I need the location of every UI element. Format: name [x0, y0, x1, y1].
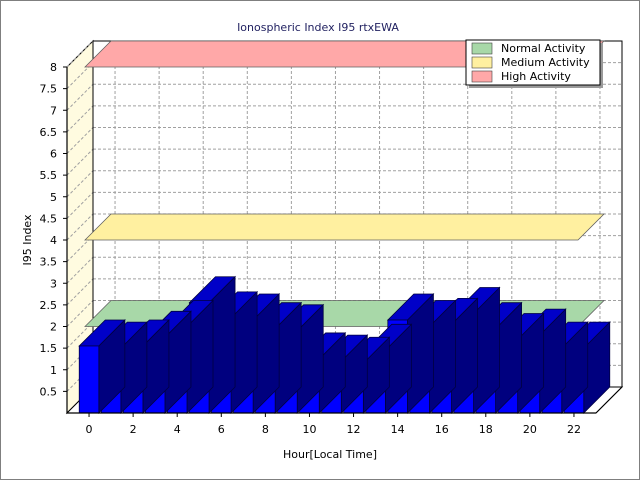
wall-gridline [66, 148, 94, 176]
y-tick-label: 4 [50, 234, 57, 247]
wall-gridline [66, 83, 94, 111]
y-tick-label: 7.5 [40, 83, 58, 96]
wall-gridline [66, 278, 94, 306]
y-tick-label: 3 [50, 277, 57, 290]
legend-swatch-high [471, 70, 493, 83]
y-tick-label: 0.5 [40, 385, 58, 398]
y-tick-label: 1 [50, 364, 57, 377]
wall-gridline [66, 170, 94, 198]
y-tick-labels: 0.5 1 1.5 2 2.5 3 3.5 4 4.5 5 5.5 6 6.5 7 7.5 8 [40, 61, 67, 398]
legend-swatch-medium [471, 56, 493, 69]
legend: Normal Activity Medium Activity High Act… [465, 39, 603, 88]
x-tick-label: 8 [262, 423, 269, 436]
activity-band-medium-activity [84, 213, 605, 241]
bar-front [78, 345, 100, 414]
wall-gridline [66, 192, 94, 219]
y-tick-label: 6.5 [40, 126, 58, 139]
legend-swatch-normal [471, 42, 493, 55]
x-tick-label: 4 [174, 423, 181, 436]
x-tick-label: 2 [130, 423, 137, 436]
y-tick-label: 4.5 [40, 212, 58, 225]
legend-label-high: High Activity [501, 70, 571, 83]
y-tick-label: 8 [50, 61, 57, 74]
y-tick-label: 7 [50, 104, 57, 117]
floor-edge [595, 386, 623, 414]
x-tick-label: 14 [391, 423, 405, 436]
legend-label-normal: Normal Activity [501, 42, 586, 55]
chart-title: Ionospheric Index I95 rtxEWA [237, 21, 399, 34]
x-tick-labels: 0 2 4 6 8 10 12 14 16 18 20 22 [86, 413, 581, 436]
y-tick-label: 6 [50, 148, 57, 161]
y-tick-label: 2 [50, 321, 57, 334]
x-tick-label: 12 [347, 423, 361, 436]
y-tick-label: 3.5 [40, 256, 58, 269]
y-tick-label: 1.5 [40, 342, 58, 355]
x-tick-label: 22 [567, 423, 581, 436]
legend-label-medium: Medium Activity [501, 56, 590, 69]
x-tick-label: 18 [479, 423, 493, 436]
y-axis-title: I95 Index [21, 214, 34, 266]
bar-series [78, 275, 611, 414]
x-tick-label: 6 [218, 423, 225, 436]
x-tick-label: 16 [435, 423, 449, 436]
wall-gridline [66, 256, 94, 284]
bar [78, 318, 126, 414]
wall-gridline [66, 300, 94, 327]
wall-gridline [66, 213, 94, 241]
y-tick-label: 5 [50, 191, 57, 204]
x-axis-title: Hour[Local Time] [283, 448, 377, 461]
x-tick-label: 0 [86, 423, 93, 436]
wall-gridline [66, 105, 94, 133]
x-tick-label: 20 [523, 423, 537, 436]
wall-gridline [66, 40, 94, 68]
x-tick-label: 10 [302, 423, 316, 436]
y-tick-label: 5.5 [40, 169, 58, 182]
wall-gridline [66, 127, 94, 154]
y-tick-label: 2.5 [40, 299, 58, 312]
